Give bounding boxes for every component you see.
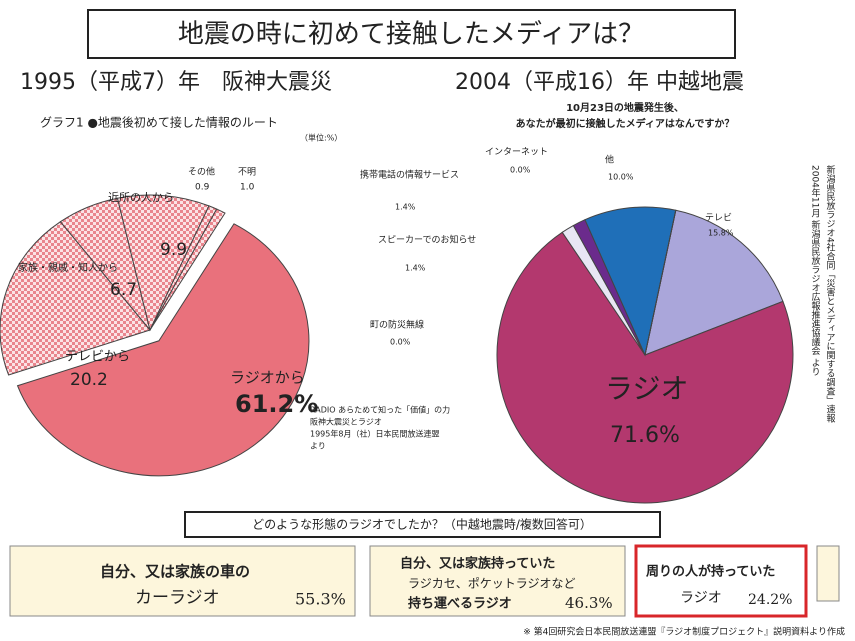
value-label: 20.2: [70, 370, 108, 390]
answer-value: 24.2%: [748, 592, 792, 608]
value-label: 1.0: [240, 183, 255, 193]
source: 2004年11月 新潟県民放ラジオ広報推進協議会 より: [810, 165, 821, 376]
value-label: 1.4%: [395, 203, 416, 212]
unit: （単位:%）: [300, 133, 342, 143]
slice-label: 家族・親戚・知人から: [18, 261, 118, 274]
answer-box: [816, 545, 840, 602]
value-label: 71.6%: [610, 423, 680, 448]
value-label: 1.4%: [405, 264, 426, 273]
slice-label: その他: [188, 166, 215, 178]
answer-box: [634, 544, 808, 618]
question: どのような形態のラジオでしたか？（中越地震時/複数回答可）: [252, 517, 592, 532]
value-label: 9.9: [160, 240, 187, 260]
pie-slice: [496, 231, 794, 504]
answer-value: 55.3%: [295, 590, 346, 609]
pie-slice: [0, 221, 151, 376]
value-label: 0.0%: [510, 166, 531, 175]
slice-label: テレビ: [705, 213, 732, 224]
slice-label: インターネット: [485, 147, 548, 158]
slice-label: ラジオ: [605, 372, 688, 405]
chart-title: 2004（平成16）年 中越地震: [455, 70, 744, 95]
title-box: [87, 9, 736, 59]
value-label: 61.2%: [235, 390, 318, 418]
slice-label: スピーカーでのお知らせ: [378, 234, 476, 246]
answer-text: ラジカセ、ポケットラジオなど: [408, 577, 576, 591]
source: RADIO あらためて知った「価値」の力: [310, 405, 450, 415]
value-label: 0.0%: [390, 338, 411, 347]
value-label: 15.8%: [708, 229, 734, 238]
source: 阪神大震災とラジオ: [310, 417, 382, 427]
chart-subtitle: あなたが最初に接触したメディアはなんですか？: [516, 117, 735, 130]
slice-label: 近所の人から: [108, 191, 174, 204]
answer-box: [9, 545, 356, 617]
value-label: 10.0%: [608, 173, 634, 182]
slice-label: テレビから: [65, 350, 130, 365]
chart-subtitle: グラフ1 ●地震後初めて接した情報のルート: [40, 115, 278, 130]
answer-text: 自分、又は家族持っていた: [400, 556, 555, 572]
pie-slice: [584, 206, 677, 357]
slice-label: 不明: [238, 167, 256, 178]
footer: ※ 第4回研究会日本民間放送連盟『ラジオ制度プロジェクト』説明資料より作成: [523, 626, 845, 638]
chart-title: 1995（平成7）年 阪神大震災: [20, 70, 332, 95]
source: 1995年8月（社）日本民間放送連盟: [310, 429, 439, 439]
chart-subtitle: 10月23日の地震発生後、: [566, 101, 684, 114]
answer-text: 自分、又は家族の車の: [100, 563, 250, 581]
answer-text: ラジオ: [680, 590, 722, 606]
pie-slice: [149, 208, 226, 331]
value-label: 0.9: [195, 183, 210, 193]
slice-label: 他: [605, 154, 614, 166]
answer-value: 46.3%: [565, 594, 613, 612]
page-title: 地震の時に初めて接触したメディアは？: [178, 20, 644, 50]
slice-label: ラジオから: [230, 369, 305, 387]
answer-box: [369, 545, 626, 617]
question-box: [184, 511, 661, 538]
answer-text: 持ち運べるラジオ: [408, 596, 512, 612]
answer-text: カーラジオ: [135, 588, 220, 608]
pie-slice: [644, 209, 784, 356]
slice-label: 町の防災無線: [370, 319, 424, 331]
source: より: [310, 442, 326, 451]
source: 新潟県民放ラジオ4社合同「災害とメディアに関する調査」速報: [825, 164, 836, 424]
value-label: 6.7: [110, 280, 137, 300]
pie-slice: [16, 223, 310, 477]
slice-label: 携帯電話の情報サービス: [360, 169, 459, 181]
answer-text: 周りの人が持っていた: [646, 564, 775, 580]
pie-slice: [116, 194, 210, 332]
